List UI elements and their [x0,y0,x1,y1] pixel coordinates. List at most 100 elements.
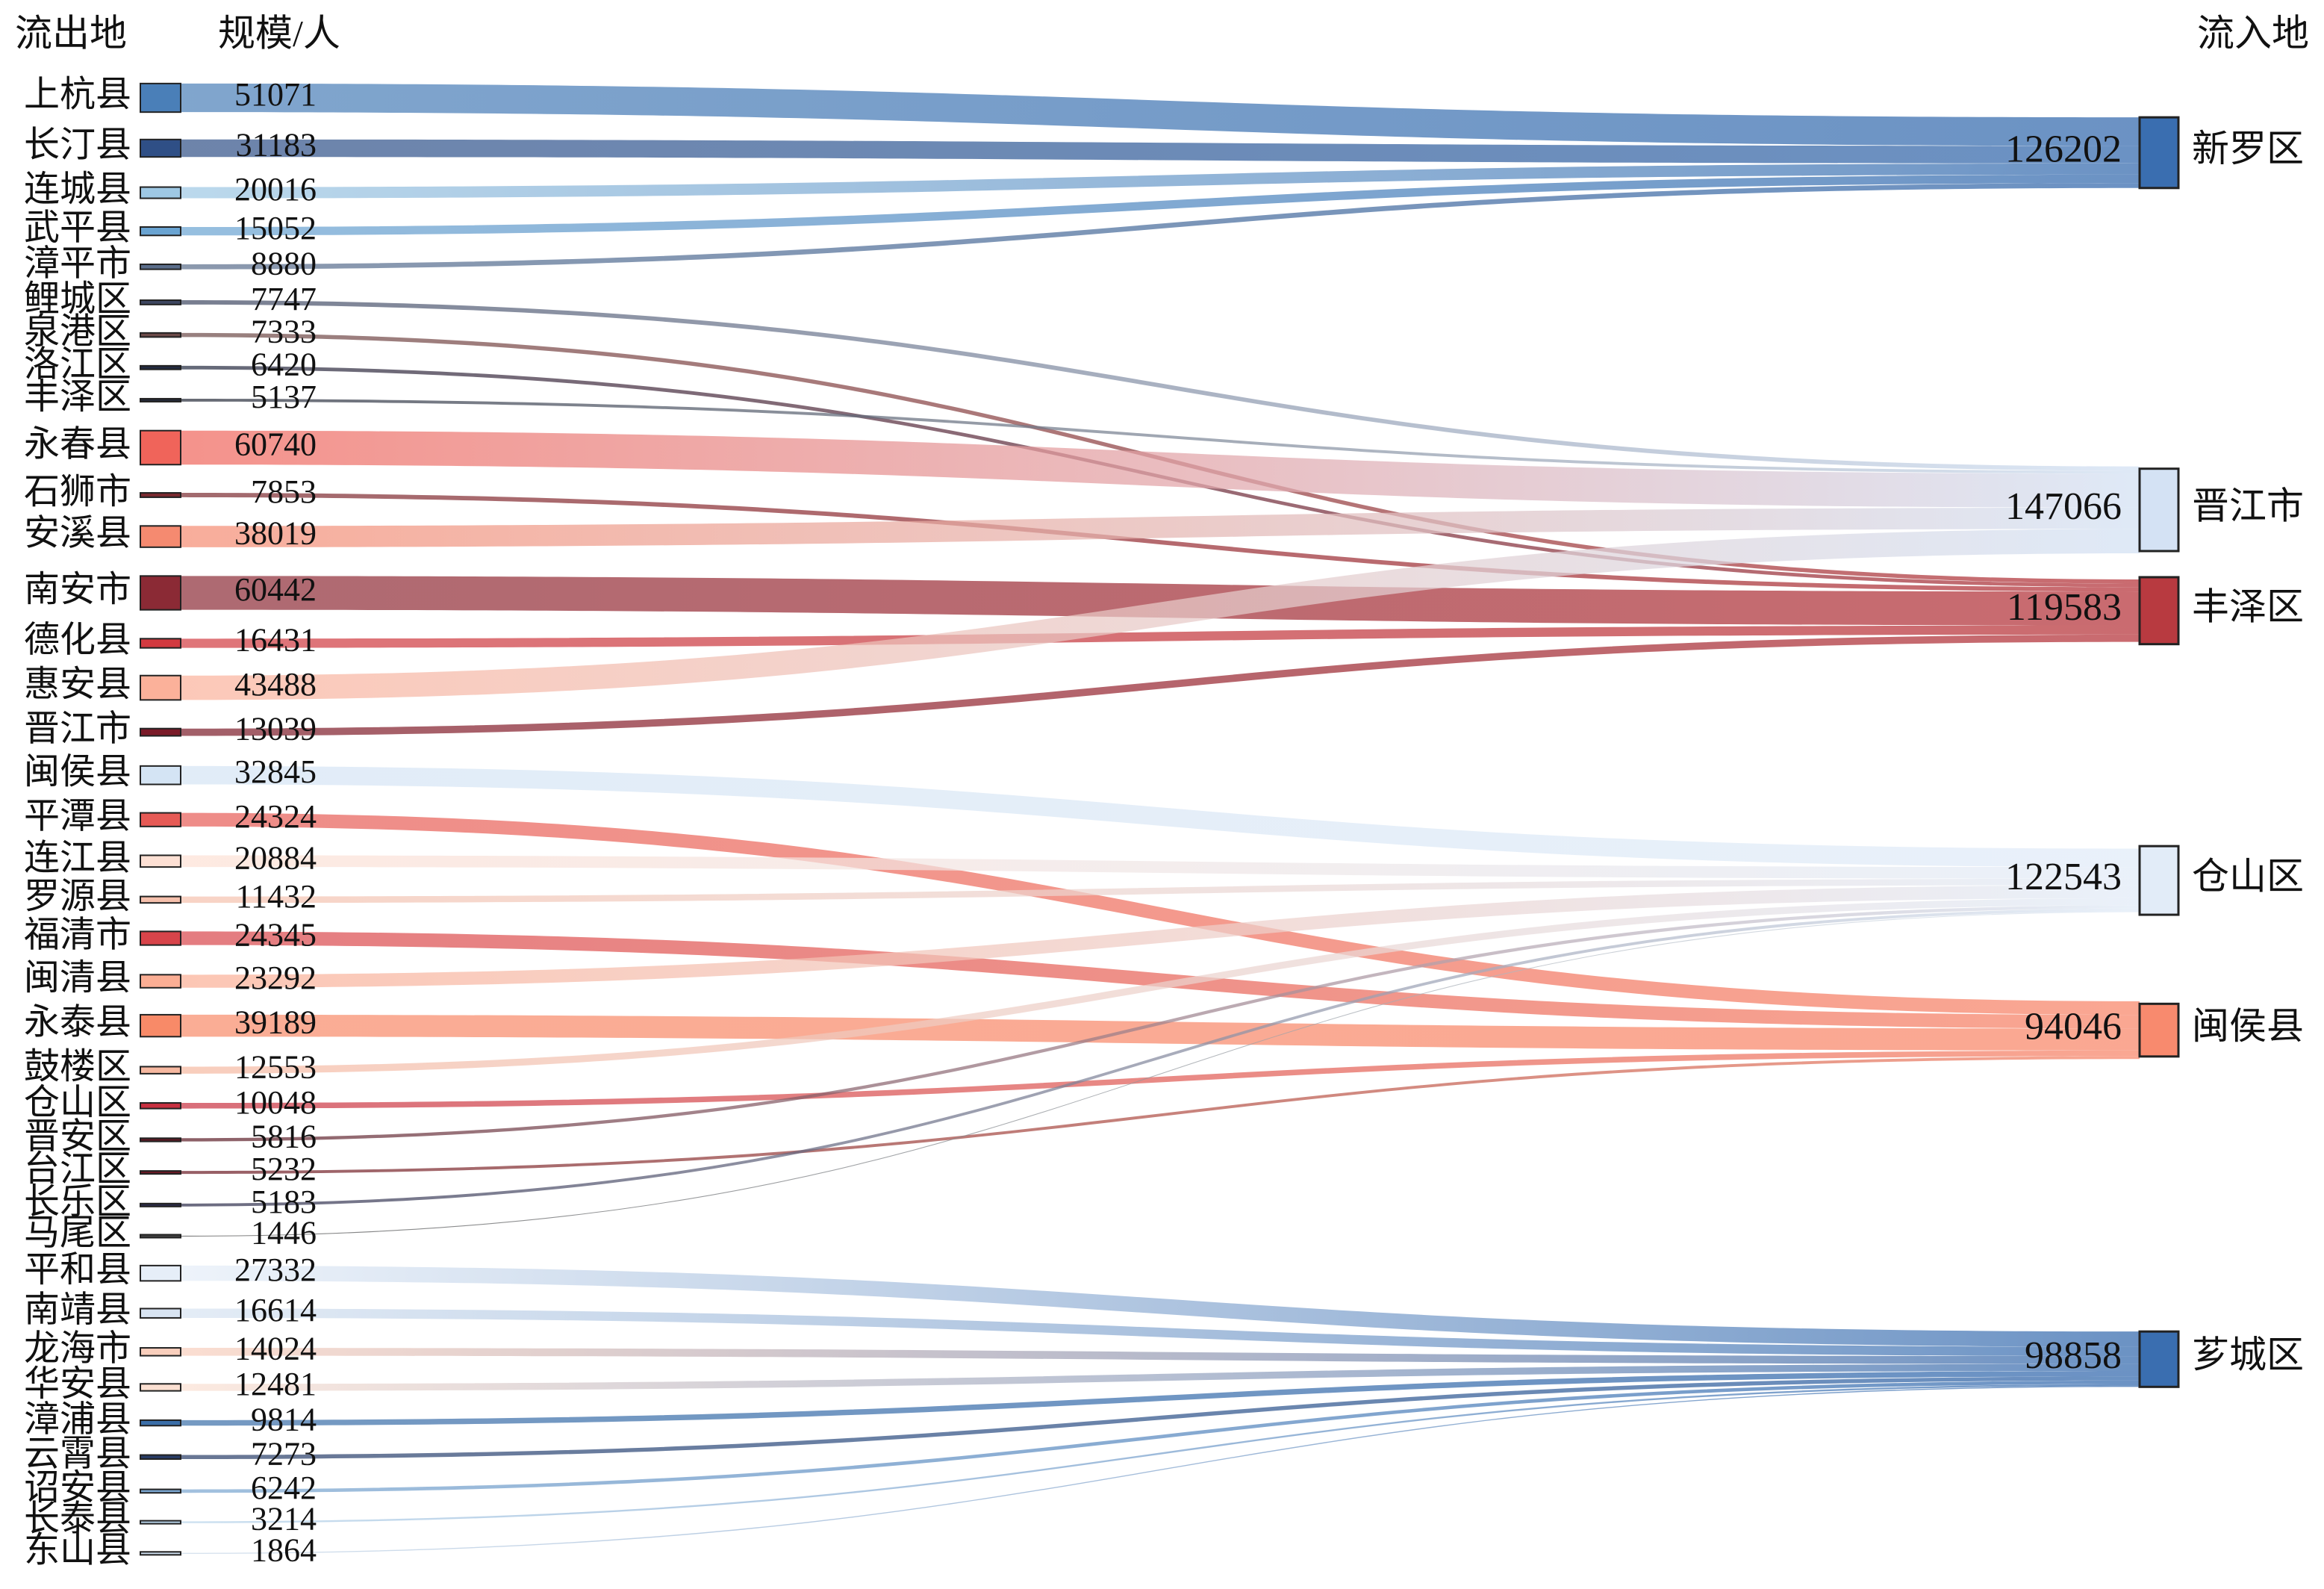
source-box [140,638,181,649]
flow-band [181,878,2140,904]
flow-band [181,855,2140,879]
source-box [140,138,181,158]
source-name: 惠安县 [24,665,131,704]
flow-band [181,1050,2140,1109]
target-value: 98858 [2025,1334,2122,1377]
flow-band [181,885,2140,988]
value-label: 7333 [251,314,317,350]
source-box [140,1419,181,1427]
source-box [140,263,181,270]
value-label: 12481 [234,1366,317,1402]
flow-band [181,898,2140,1074]
value-label: 16431 [234,622,317,659]
source-name: 平潭县 [24,797,131,836]
source-box [140,1102,181,1110]
source-box [140,1307,181,1319]
source-box [140,226,181,237]
flow-band [181,911,2140,1237]
flow-band [181,812,2140,1016]
source-name: 台江区 [24,1149,131,1189]
source-box [140,1488,181,1494]
value-label: 5816 [251,1119,317,1155]
value-label: 7853 [251,473,317,510]
flow-band [181,1380,2140,1493]
flow-band [181,83,2140,146]
source-name: 鼓楼区 [24,1047,131,1086]
source-box [140,1347,181,1357]
source-name: 诏安县 [24,1468,131,1508]
source-name: 云霄县 [24,1434,131,1473]
source-name: 闽清县 [24,958,131,998]
source-name: 东山县 [24,1530,131,1570]
target-value: 126202 [2005,128,2122,170]
source-box [140,492,181,498]
marks: 上杭县 51071 长汀县 31183 连城县 20016 武平县 15052 漳平市 8880 鲤… [24,75,2304,1570]
value-label: 1446 [251,1215,317,1251]
target-name: 丰泽区 [2192,585,2304,627]
source-name: 丰泽区 [24,377,131,417]
target-box [2138,1002,2180,1058]
value-label: 15052 [234,210,317,246]
source-box [140,397,181,402]
source-name: 连江县 [24,838,131,877]
source-name: 南靖县 [24,1290,131,1330]
target-box [2138,116,2180,190]
target-box [2138,845,2180,916]
value-label: 6242 [251,1470,317,1506]
source-name: 永春县 [24,424,131,464]
value-label: 16614 [234,1292,317,1328]
source-name: 武平县 [24,208,131,248]
source-name: 闽侯县 [24,752,131,792]
flow-band [181,1348,2140,1364]
flow-band [181,1363,2140,1391]
source-name: 南安市 [24,570,131,609]
flow-band [181,399,2140,474]
value-label: 9814 [251,1402,317,1438]
source-name: 洛江区 [24,344,131,384]
flow-band [181,300,2140,471]
flow-band [181,174,2140,236]
target-name: 闽侯县 [2192,1005,2304,1047]
source-box [140,1170,181,1175]
source-box [140,1137,181,1142]
source-box [140,1454,181,1460]
target-box [2138,1330,2180,1388]
value-label: 43488 [234,666,317,703]
source-header: 流出地 [15,12,127,54]
source-name: 仓山区 [24,1083,131,1122]
source-name: 鲤城区 [24,279,131,319]
target-name: 仓山区 [2192,856,2304,898]
value-label: 20884 [234,839,317,876]
value-label: 20016 [234,171,317,208]
value-label: 14024 [234,1330,317,1366]
source-name: 长汀县 [24,125,131,165]
source-name: 晋安区 [24,1116,131,1156]
flow-band [181,493,2140,592]
value-header: 规模/人 [218,12,340,54]
source-name: 长乐区 [24,1182,131,1222]
flow-band [181,1384,2140,1523]
source-name: 华安县 [24,1364,131,1404]
source-box [140,1520,181,1525]
flow-band [181,1376,2140,1459]
source-box [140,674,181,701]
value-label: 7273 [251,1435,317,1472]
flows [181,83,2140,1554]
source-name: 罗源县 [24,877,131,916]
value-label: 5137 [251,379,317,415]
source-box [140,525,181,548]
source-box [140,1551,181,1556]
target-box [2138,576,2180,646]
flow-band [181,1371,2140,1426]
flow-band [181,1385,2140,1554]
value-label: 27332 [234,1251,317,1288]
source-box [140,1202,181,1207]
flow-band [181,430,2140,508]
source-box [140,765,181,786]
value-label: 32845 [234,753,317,790]
target-value: 119583 [2007,586,2122,629]
source-name: 永泰县 [24,1003,131,1042]
source-name: 安溪县 [24,514,131,553]
value-label: 38019 [234,515,317,552]
flow-band [181,634,2140,736]
